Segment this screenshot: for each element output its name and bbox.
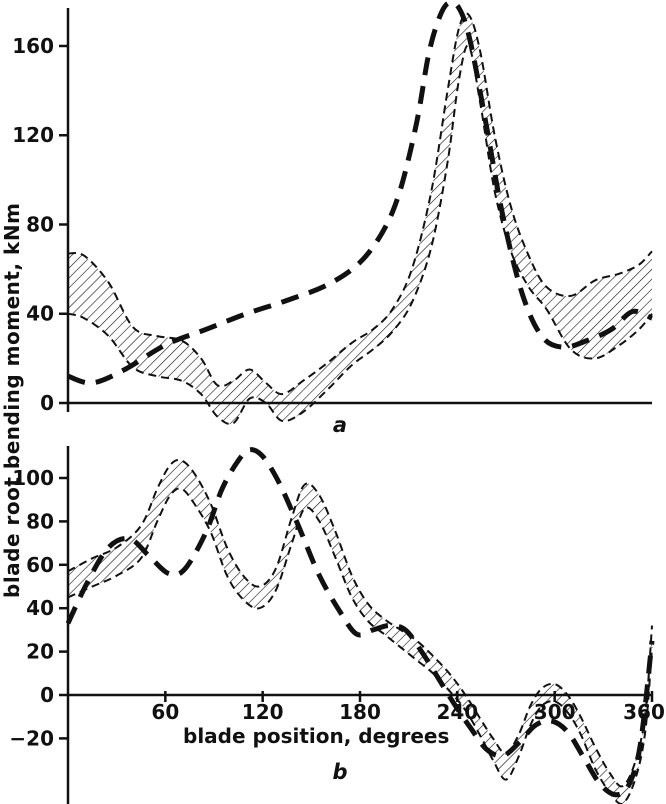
bold-dashed-curve [65, 447, 655, 798]
panel-b-series [65, 447, 655, 804]
panel-a-label: a [332, 413, 348, 437]
bold-dashed-curve [67, 0, 654, 386]
y-tick-label: 40 [26, 302, 54, 326]
band-lower [67, 487, 653, 804]
y-tick-label: 80 [26, 212, 54, 236]
y-tick-label: 20 [26, 640, 54, 664]
y-tick-label: 60 [26, 553, 54, 577]
band-upper [67, 459, 653, 788]
panel-a-axes: 0 40 80 120 160 [12, 8, 652, 415]
y-tick-label: −20 [9, 726, 54, 750]
y-tick-label: 0 [40, 683, 54, 707]
panel-a-series [67, 0, 654, 425]
x-tick-label: 60 [151, 700, 179, 724]
hatched-uncertainty-band [68, 13, 652, 425]
y-tick-label: 0 [40, 391, 54, 415]
band-lower [67, 44, 653, 425]
y-axis-label: blade root bending moment, kNm [0, 202, 24, 598]
x-tick-label: 180 [339, 700, 381, 724]
y-tick-label: 120 [12, 123, 54, 147]
y-tick-label: 100 [12, 466, 54, 490]
y-tick-label: 160 [12, 34, 54, 58]
x-axis-label: blade position, degrees [183, 724, 450, 748]
panel-b-label: b [332, 760, 348, 784]
band-upper [67, 12, 653, 396]
y-tick-label: 80 [26, 509, 54, 533]
x-tick-label: 120 [242, 700, 284, 724]
hatched-uncertainty-band [68, 460, 652, 804]
y-tick-label: 40 [26, 596, 54, 620]
